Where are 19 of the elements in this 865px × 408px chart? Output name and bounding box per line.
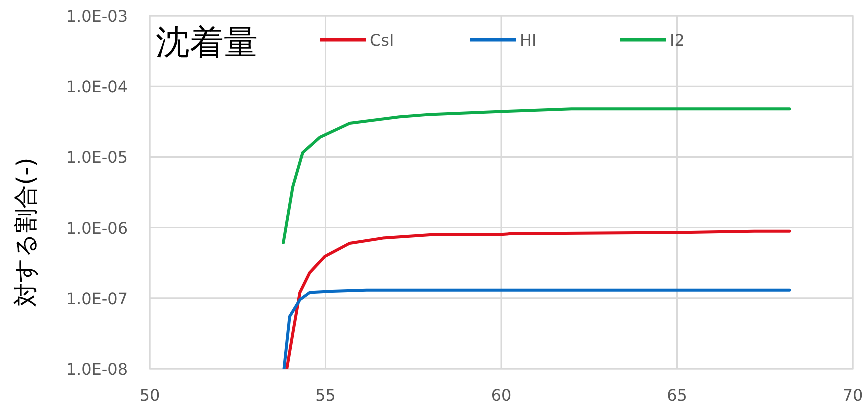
x-tick-label: 60 xyxy=(491,386,512,405)
x-tick-label: 50 xyxy=(140,386,160,405)
legend-label: I2 xyxy=(670,31,685,50)
y-tick-label: 1.0E-07 xyxy=(66,289,128,308)
y-tick-label: 1.0E-05 xyxy=(66,148,128,168)
line-series xyxy=(282,108,792,244)
x-tick-label: 55 xyxy=(316,386,336,405)
legend-label: HI xyxy=(520,31,537,50)
line-series xyxy=(282,288,792,369)
x-tick-label: 65 xyxy=(667,386,688,405)
chart-title: 沈着量 xyxy=(156,23,258,63)
y-tick-label: 1.0E-08 xyxy=(66,360,128,379)
x-tick-label: 70 xyxy=(842,386,864,405)
y-axis-title: 対する割合(-) xyxy=(12,158,40,308)
y-tick-label: 1.0E-03 xyxy=(66,7,128,26)
y-tick-label: 1.0E-04 xyxy=(66,78,128,97)
line-series xyxy=(286,230,792,369)
legend-label: CsI xyxy=(370,31,394,50)
y-tick-label: 1.0E-06 xyxy=(66,218,128,238)
